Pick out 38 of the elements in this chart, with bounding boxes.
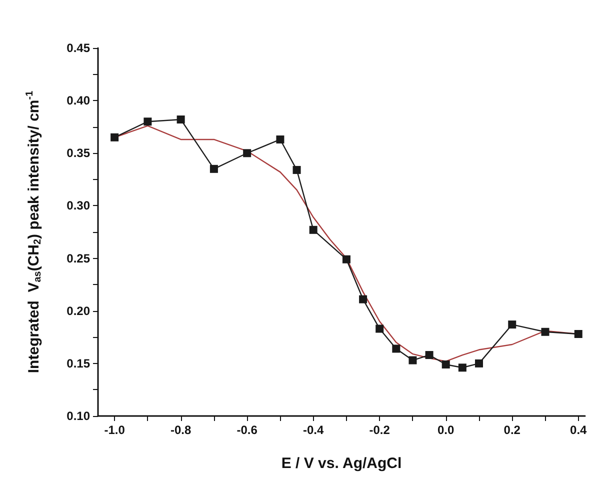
y-axis-title: Integrated Vas(CH2) peak intensity/ cm-1 bbox=[24, 90, 44, 374]
x-tick-label: -0.8 bbox=[170, 423, 192, 437]
x-axis-title: E / V vs. Ag/AgCl bbox=[281, 455, 402, 472]
point bbox=[474, 359, 483, 368]
y-tick-label: 0.40 bbox=[66, 94, 90, 108]
point bbox=[376, 324, 384, 333]
x-tick-label: -1.0 bbox=[104, 423, 126, 437]
point bbox=[408, 356, 417, 364]
y-tick-label: 0.30 bbox=[66, 198, 90, 213]
y-tick-label: 0.20 bbox=[66, 304, 90, 318]
point bbox=[176, 115, 185, 124]
x-tick-label: 0.4 bbox=[570, 423, 588, 437]
y-tick-label: 0.45 bbox=[66, 41, 90, 55]
point bbox=[458, 364, 466, 372]
x-tick-label: 0.0 bbox=[438, 423, 455, 437]
x-tick-label: -0.2 bbox=[369, 423, 390, 437]
point bbox=[574, 330, 582, 338]
y-tick-label: 0.35 bbox=[66, 146, 90, 160]
point bbox=[392, 344, 400, 353]
y-tick-label: 0.10 bbox=[66, 409, 90, 423]
y-tick-label: 0.15 bbox=[66, 356, 90, 370]
point bbox=[342, 255, 350, 264]
x-tick-label: 0.2 bbox=[504, 423, 521, 437]
point bbox=[292, 166, 301, 174]
point bbox=[359, 295, 368, 304]
point bbox=[541, 328, 550, 336]
point bbox=[110, 133, 119, 142]
point bbox=[442, 360, 450, 368]
point bbox=[425, 351, 434, 360]
x-tick-label: -0.4 bbox=[302, 423, 324, 437]
point bbox=[243, 149, 252, 158]
x-tick-label: -0.6 bbox=[236, 423, 258, 437]
point bbox=[309, 226, 318, 234]
point bbox=[210, 164, 218, 173]
y-tick-label: 0.25 bbox=[66, 251, 90, 266]
point bbox=[276, 135, 284, 144]
point bbox=[508, 320, 516, 329]
point bbox=[144, 118, 152, 126]
